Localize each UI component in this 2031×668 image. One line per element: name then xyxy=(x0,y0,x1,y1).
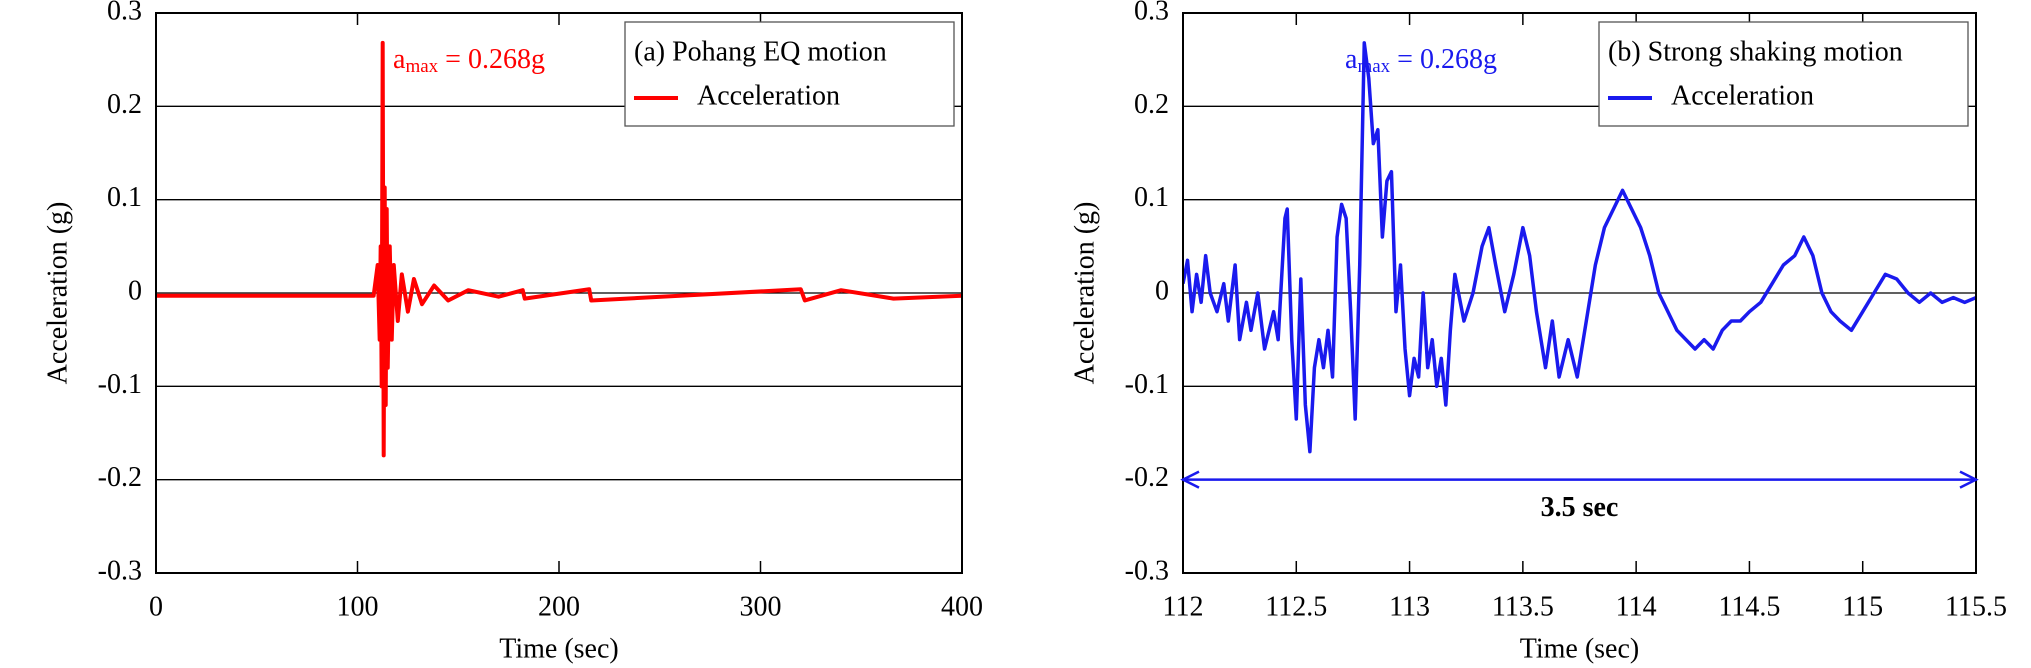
annotation-text: a xyxy=(1345,44,1358,75)
span-label: 3.5 sec xyxy=(1541,492,1619,523)
y-tick-label: 0.3 xyxy=(107,0,142,26)
legend-title: (a) Pohang EQ motion xyxy=(634,36,887,67)
y-tick-label: 0.3 xyxy=(1134,0,1169,26)
annotation: amax = 0.268g xyxy=(393,44,545,77)
legend-box xyxy=(1598,21,1969,127)
arrow-head xyxy=(1959,470,1979,489)
x-tick-label: 300 xyxy=(740,591,782,622)
y-tick-label: -0.1 xyxy=(1125,369,1169,400)
x-tick-label: 0 xyxy=(149,591,163,622)
x-tick-label: 100 xyxy=(337,591,379,622)
legend-label: Acceleration xyxy=(1671,80,1814,111)
legend-label: Acceleration xyxy=(697,80,840,111)
plot-frame xyxy=(1182,12,1977,574)
legend-box xyxy=(624,21,955,127)
y-tick-label: 0.2 xyxy=(107,89,142,120)
x-axis-label: Time (sec) xyxy=(499,633,619,664)
y-tick-label: 0.2 xyxy=(1134,89,1169,120)
annotation: amax = 0.268g xyxy=(1345,44,1497,77)
x-tick-label: 114 xyxy=(1616,591,1657,622)
y-tick-label: -0.2 xyxy=(98,462,142,493)
arrow-head xyxy=(1180,470,1200,489)
y-tick-label: -0.2 xyxy=(1125,462,1169,493)
x-tick-label: 114.5 xyxy=(1718,591,1780,622)
legend-title: (b) Strong shaking motion xyxy=(1608,36,1903,67)
annotation-sub: max xyxy=(1357,56,1390,77)
x-axis-label: Time (sec) xyxy=(1520,633,1640,664)
x-tick-label: 112 xyxy=(1163,591,1204,622)
y-axis-label: Acceleration (g) xyxy=(1069,202,1100,385)
x-tick-label: 113 xyxy=(1389,591,1430,622)
x-tick-label: 115 xyxy=(1842,591,1883,622)
y-tick-label: -0.3 xyxy=(98,555,142,586)
annotation-sub: max xyxy=(405,56,438,77)
x-tick-label: 112.5 xyxy=(1265,591,1327,622)
y-tick-label: -0.1 xyxy=(98,369,142,400)
series-line xyxy=(1183,41,1976,454)
series-line xyxy=(156,40,962,458)
y-tick-label: 0 xyxy=(1155,275,1169,306)
y-axis-label: Acceleration (g) xyxy=(42,202,73,385)
annotation-rest: = 0.268g xyxy=(445,44,545,75)
y-tick-label: -0.3 xyxy=(1125,555,1169,586)
x-tick-label: 200 xyxy=(538,591,580,622)
y-tick-label: 0 xyxy=(128,275,142,306)
plot-frame xyxy=(155,12,963,574)
annotation-text: a xyxy=(393,44,406,75)
x-tick-label: 400 xyxy=(941,591,983,622)
x-tick-label: 115.5 xyxy=(1945,591,2007,622)
y-tick-label: 0.1 xyxy=(107,182,142,213)
y-tick-label: 0.1 xyxy=(1134,182,1169,213)
x-tick-label: 113.5 xyxy=(1492,591,1554,622)
annotation-rest: = 0.268g xyxy=(1397,44,1497,75)
